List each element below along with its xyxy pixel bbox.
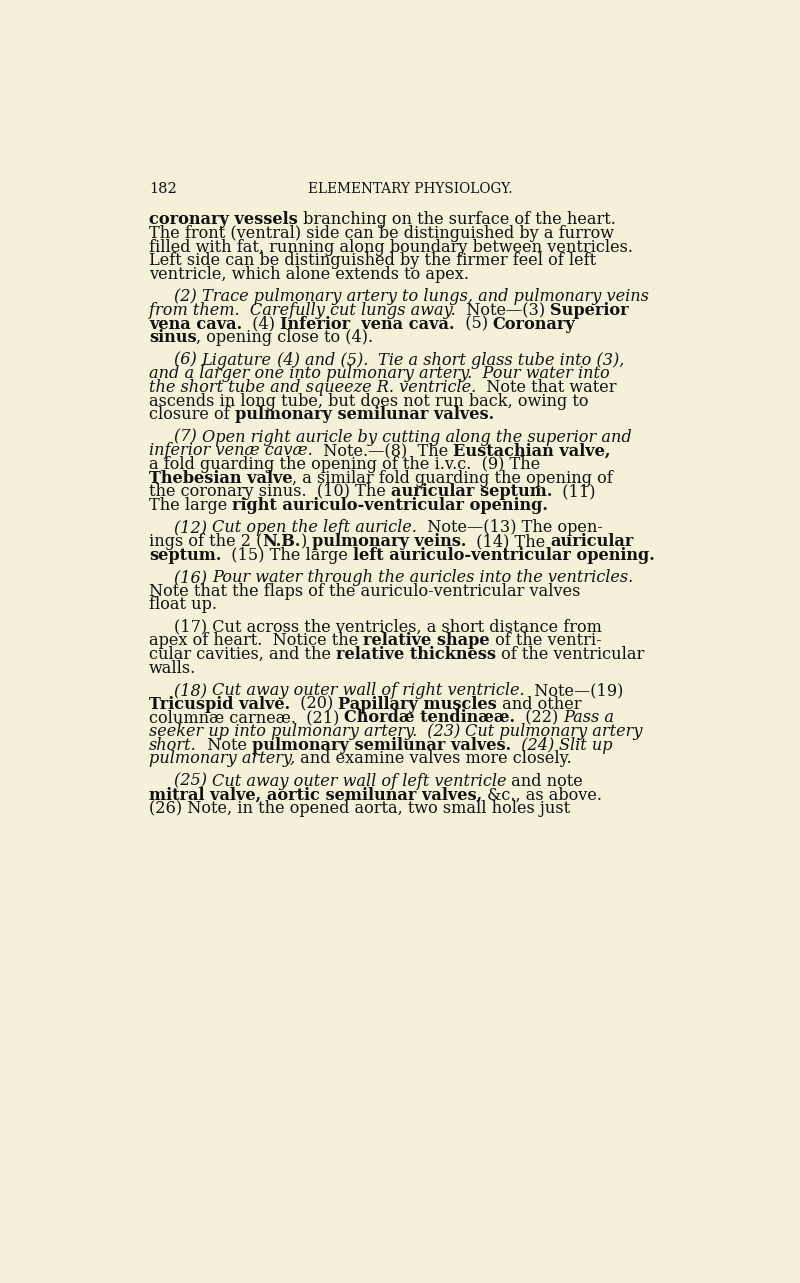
Text: Thebesian valve: Thebesian valve [149, 470, 293, 486]
Text: Ligature: Ligature [202, 352, 271, 368]
Text: Note: Note [197, 736, 252, 753]
Text: inferior venæ cavæ.: inferior venæ cavæ. [149, 443, 313, 459]
Text: Inferior  vena cava.: Inferior vena cava. [280, 316, 454, 332]
Text: of the ventri-: of the ventri- [490, 633, 602, 649]
Text: coronary vessels: coronary vessels [149, 212, 298, 228]
Text: ascends in long tube, but does not run back, owing to: ascends in long tube, but does not run b… [149, 393, 588, 409]
Text: and a larger one into pulmonary artery.  Pour water into: and a larger one into pulmonary artery. … [149, 366, 610, 382]
Text: relative shape: relative shape [363, 633, 490, 649]
Text: (20): (20) [290, 695, 338, 712]
Text: Note—(13) The open-: Note—(13) The open- [417, 520, 602, 536]
Text: (16): (16) [174, 568, 212, 586]
Text: (7): (7) [174, 429, 202, 445]
Text: auricular: auricular [550, 532, 634, 550]
Text: pulmonary semilunar valves.: pulmonary semilunar valves. [234, 407, 494, 423]
Text: Superior: Superior [550, 302, 629, 319]
Text: Eustachian valve,: Eustachian valve, [453, 443, 610, 459]
Text: Coronary: Coronary [493, 316, 575, 332]
Text: Slit up: Slit up [559, 736, 613, 753]
Text: (26) Note, in the opened aorta, two small holes just: (26) Note, in the opened aorta, two smal… [149, 801, 570, 817]
Text: 182: 182 [149, 182, 177, 196]
Text: from them.  Carefully cut lungs away.: from them. Carefully cut lungs away. [149, 302, 455, 319]
Text: (23): (23) [417, 724, 466, 740]
Text: Pour water through the auricles into the ventricles.: Pour water through the auricles into the… [212, 568, 633, 586]
Text: Pass a: Pass a [564, 709, 614, 726]
Text: , a similar fold guarding the opening of: , a similar fold guarding the opening of [293, 470, 614, 486]
Text: (15) The large: (15) The large [221, 547, 354, 563]
Text: float up.: float up. [149, 597, 217, 613]
Text: Chordæ tendinææ.: Chordæ tendinææ. [344, 709, 515, 726]
Text: ELEMENTARY PHYSIOLOGY.: ELEMENTARY PHYSIOLOGY. [308, 182, 512, 196]
Text: branching on the surface of the heart.: branching on the surface of the heart. [298, 212, 615, 228]
Text: ventricle, which alone extends to apex.: ventricle, which alone extends to apex. [149, 266, 469, 284]
Text: pulmonary veins.: pulmonary veins. [312, 532, 466, 550]
Text: (25): (25) [174, 772, 212, 789]
Text: ings of the 2 (: ings of the 2 ( [149, 532, 262, 550]
Text: Open right auricle by cutting along the superior and: Open right auricle by cutting along the … [202, 429, 631, 445]
Text: Left side can be distinguished by the firmer feel of left: Left side can be distinguished by the fi… [149, 253, 596, 269]
Text: columnæ carneæ.  (21): columnæ carneæ. (21) [149, 709, 344, 726]
Text: the coronary sinus.  (10) The: the coronary sinus. (10) The [149, 484, 391, 500]
Text: (24): (24) [511, 736, 559, 753]
Text: filled with fat, running along boundary between ventricles.: filled with fat, running along boundary … [149, 239, 633, 255]
Text: (2): (2) [174, 289, 202, 305]
Text: closure of: closure of [149, 407, 234, 423]
Text: Note—(19): Note—(19) [524, 681, 624, 699]
Text: vena cava.: vena cava. [149, 316, 242, 332]
Text: and note: and note [506, 772, 583, 789]
Text: Papillary muscles: Papillary muscles [338, 695, 497, 712]
Text: Trace pulmonary artery to lungs, and pulmonary veins: Trace pulmonary artery to lungs, and pul… [202, 289, 648, 305]
Text: Cut pulmonary artery: Cut pulmonary artery [466, 724, 643, 740]
Text: mitral valve, aortic semilunar valves,: mitral valve, aortic semilunar valves, [149, 786, 482, 803]
Text: short.: short. [149, 736, 197, 753]
Text: The front (ventral) side can be distinguished by a furrow: The front (ventral) side can be distingu… [149, 225, 614, 242]
Text: (22): (22) [515, 709, 564, 726]
Text: of the ventricular: of the ventricular [496, 645, 644, 663]
Text: apex of heart.  Notice the: apex of heart. Notice the [149, 633, 363, 649]
Text: Tricuspid valve.: Tricuspid valve. [149, 695, 290, 712]
Text: pulmonary semilunar valves.: pulmonary semilunar valves. [252, 736, 511, 753]
Text: (4) and (5).: (4) and (5). [271, 352, 378, 368]
Text: septum.: septum. [149, 547, 221, 563]
Text: auricular septum.: auricular septum. [391, 484, 552, 500]
Text: a fold guarding the opening of the i.v.c.  (9) The: a fold guarding the opening of the i.v.c… [149, 455, 540, 473]
Text: Cut open the left auricle.: Cut open the left auricle. [212, 520, 417, 536]
Text: , opening close to (4).: , opening close to (4). [197, 330, 374, 346]
Text: N.B.: N.B. [262, 532, 301, 550]
Text: Cut away outer wall of left ventricle: Cut away outer wall of left ventricle [212, 772, 506, 789]
Text: (18): (18) [174, 681, 212, 699]
Text: walls.: walls. [149, 659, 196, 676]
Text: ): ) [301, 532, 312, 550]
Text: (5): (5) [454, 316, 493, 332]
Text: Note—(3): Note—(3) [455, 302, 550, 319]
Text: the short tube and squeeze R. ventricle.: the short tube and squeeze R. ventricle. [149, 378, 476, 396]
Text: (11): (11) [552, 484, 596, 500]
Text: (6): (6) [174, 352, 202, 368]
Text: Note.—(8)  The: Note.—(8) The [313, 443, 453, 459]
Text: (4): (4) [242, 316, 280, 332]
Text: pulmonary artery,: pulmonary artery, [149, 751, 295, 767]
Text: and other: and other [497, 695, 582, 712]
Text: Cut away outer wall of right ventricle.: Cut away outer wall of right ventricle. [212, 681, 524, 699]
Text: (12): (12) [174, 520, 212, 536]
Text: The large: The large [149, 497, 232, 514]
Text: (14) The: (14) The [466, 532, 550, 550]
Text: Tie a short glass tube into (3),: Tie a short glass tube into (3), [378, 352, 625, 368]
Text: right auriculo-ventricular opening.: right auriculo-ventricular opening. [232, 497, 548, 514]
Text: (17) Cut across the ventricles, a short distance from: (17) Cut across the ventricles, a short … [174, 618, 602, 635]
Text: cular cavities, and the: cular cavities, and the [149, 645, 336, 663]
Text: relative thickness: relative thickness [336, 645, 496, 663]
Text: left auriculo-ventricular opening.: left auriculo-ventricular opening. [354, 547, 655, 563]
Text: seeker up into pulmonary artery.: seeker up into pulmonary artery. [149, 724, 417, 740]
Text: and examine valves more closely.: and examine valves more closely. [295, 751, 572, 767]
Text: Note that the flaps of the auriculo-ventricular valves: Note that the flaps of the auriculo-vent… [149, 582, 580, 599]
Text: &c., as above.: &c., as above. [482, 786, 602, 803]
Text: sinus: sinus [149, 330, 197, 346]
Text: Note that water: Note that water [476, 378, 617, 396]
